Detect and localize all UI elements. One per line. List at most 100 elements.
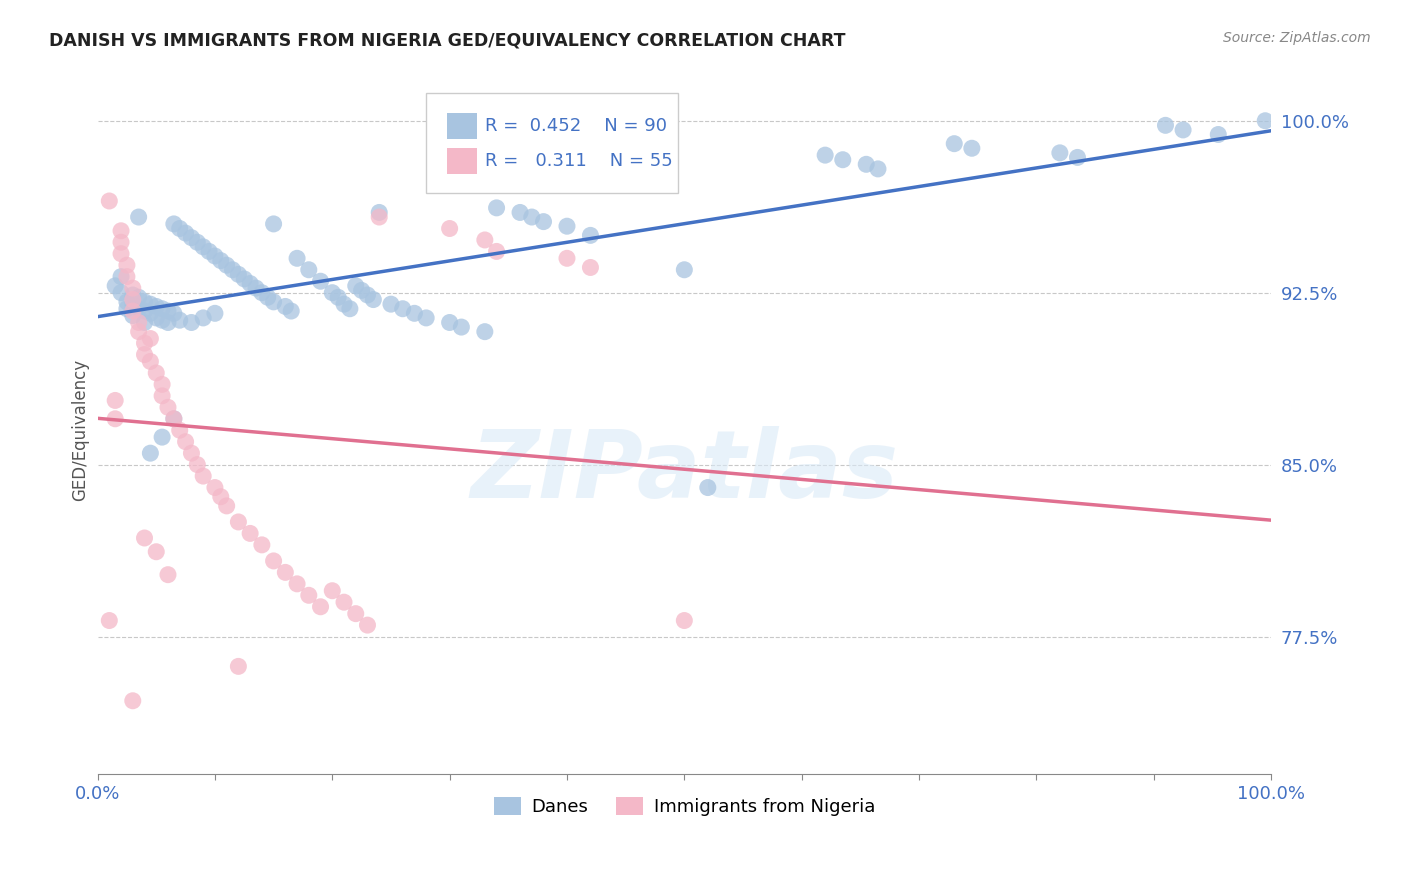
Point <box>866 161 889 176</box>
Point <box>134 304 156 318</box>
Point <box>121 297 143 311</box>
Point <box>121 281 143 295</box>
Point <box>163 217 186 231</box>
FancyBboxPatch shape <box>447 147 477 174</box>
Text: R =   0.311    N = 55: R = 0.311 N = 55 <box>485 152 672 169</box>
Point <box>356 618 378 632</box>
Point <box>239 526 262 541</box>
Point <box>145 310 167 325</box>
Point <box>1066 150 1088 164</box>
Point <box>239 277 262 291</box>
Point <box>128 301 150 316</box>
Point <box>193 240 215 254</box>
Text: DANISH VS IMMIGRANTS FROM NIGERIA GED/EQUIVALENCY CORRELATION CHART: DANISH VS IMMIGRANTS FROM NIGERIA GED/EQ… <box>49 31 846 49</box>
Point <box>555 252 578 266</box>
Point <box>193 469 215 483</box>
Point <box>180 316 202 330</box>
Point <box>150 377 173 392</box>
Point <box>110 269 132 284</box>
Point <box>156 304 179 318</box>
Point <box>128 210 150 224</box>
Point <box>256 290 278 304</box>
Point <box>163 306 186 320</box>
Point <box>134 531 156 545</box>
Point <box>209 490 232 504</box>
Point <box>134 294 156 309</box>
Point <box>321 285 343 300</box>
Legend: Danes, Immigrants from Nigeria: Danes, Immigrants from Nigeria <box>486 789 882 823</box>
Point <box>115 301 138 316</box>
Point <box>209 253 232 268</box>
Point <box>128 325 150 339</box>
Point <box>673 262 696 277</box>
Point <box>174 226 197 240</box>
Point <box>814 148 837 162</box>
Point <box>474 233 496 247</box>
Point <box>121 304 143 318</box>
Point <box>150 389 173 403</box>
Point <box>333 297 356 311</box>
Point <box>156 567 179 582</box>
Point <box>156 316 179 330</box>
Point <box>115 258 138 272</box>
Point <box>1049 145 1071 160</box>
Point <box>163 411 186 425</box>
Point <box>198 244 221 259</box>
Point <box>169 423 191 437</box>
Point <box>280 304 302 318</box>
Point <box>1254 113 1277 128</box>
Point <box>150 430 173 444</box>
Point <box>350 284 373 298</box>
Point <box>673 614 696 628</box>
Point <box>344 278 367 293</box>
Point <box>163 411 186 425</box>
Point <box>121 309 143 323</box>
Point <box>285 252 308 266</box>
Point <box>228 268 250 282</box>
Point <box>180 446 202 460</box>
Point <box>391 301 413 316</box>
Point <box>104 411 127 425</box>
Point <box>298 588 321 602</box>
Point <box>415 310 437 325</box>
Point <box>134 348 156 362</box>
Point <box>474 325 496 339</box>
Point <box>309 274 332 288</box>
Point <box>579 228 602 243</box>
Point <box>450 320 472 334</box>
Point <box>579 260 602 275</box>
Point <box>263 217 285 231</box>
Point <box>204 249 226 263</box>
Point <box>1171 123 1194 137</box>
Point <box>356 288 378 302</box>
Point <box>960 141 983 155</box>
Y-axis label: GED/Equivalency: GED/Equivalency <box>72 359 89 501</box>
Point <box>250 538 273 552</box>
Point <box>186 458 208 472</box>
Point <box>115 294 138 309</box>
Point <box>169 313 191 327</box>
Point <box>344 607 367 621</box>
Point <box>150 301 173 316</box>
Point <box>139 332 162 346</box>
Point <box>298 262 321 277</box>
Point <box>368 205 391 219</box>
Point <box>439 221 461 235</box>
Point <box>115 269 138 284</box>
Point <box>485 201 508 215</box>
Point <box>363 293 385 307</box>
Point <box>121 288 143 302</box>
Point <box>228 515 250 529</box>
Point <box>145 300 167 314</box>
Point <box>263 294 285 309</box>
Point <box>221 262 243 277</box>
Point <box>263 554 285 568</box>
Point <box>274 566 297 580</box>
Point <box>485 244 508 259</box>
Point <box>121 694 143 708</box>
Point <box>139 297 162 311</box>
Point <box>250 285 273 300</box>
Point <box>328 290 350 304</box>
Point <box>520 210 543 224</box>
Point <box>174 434 197 449</box>
